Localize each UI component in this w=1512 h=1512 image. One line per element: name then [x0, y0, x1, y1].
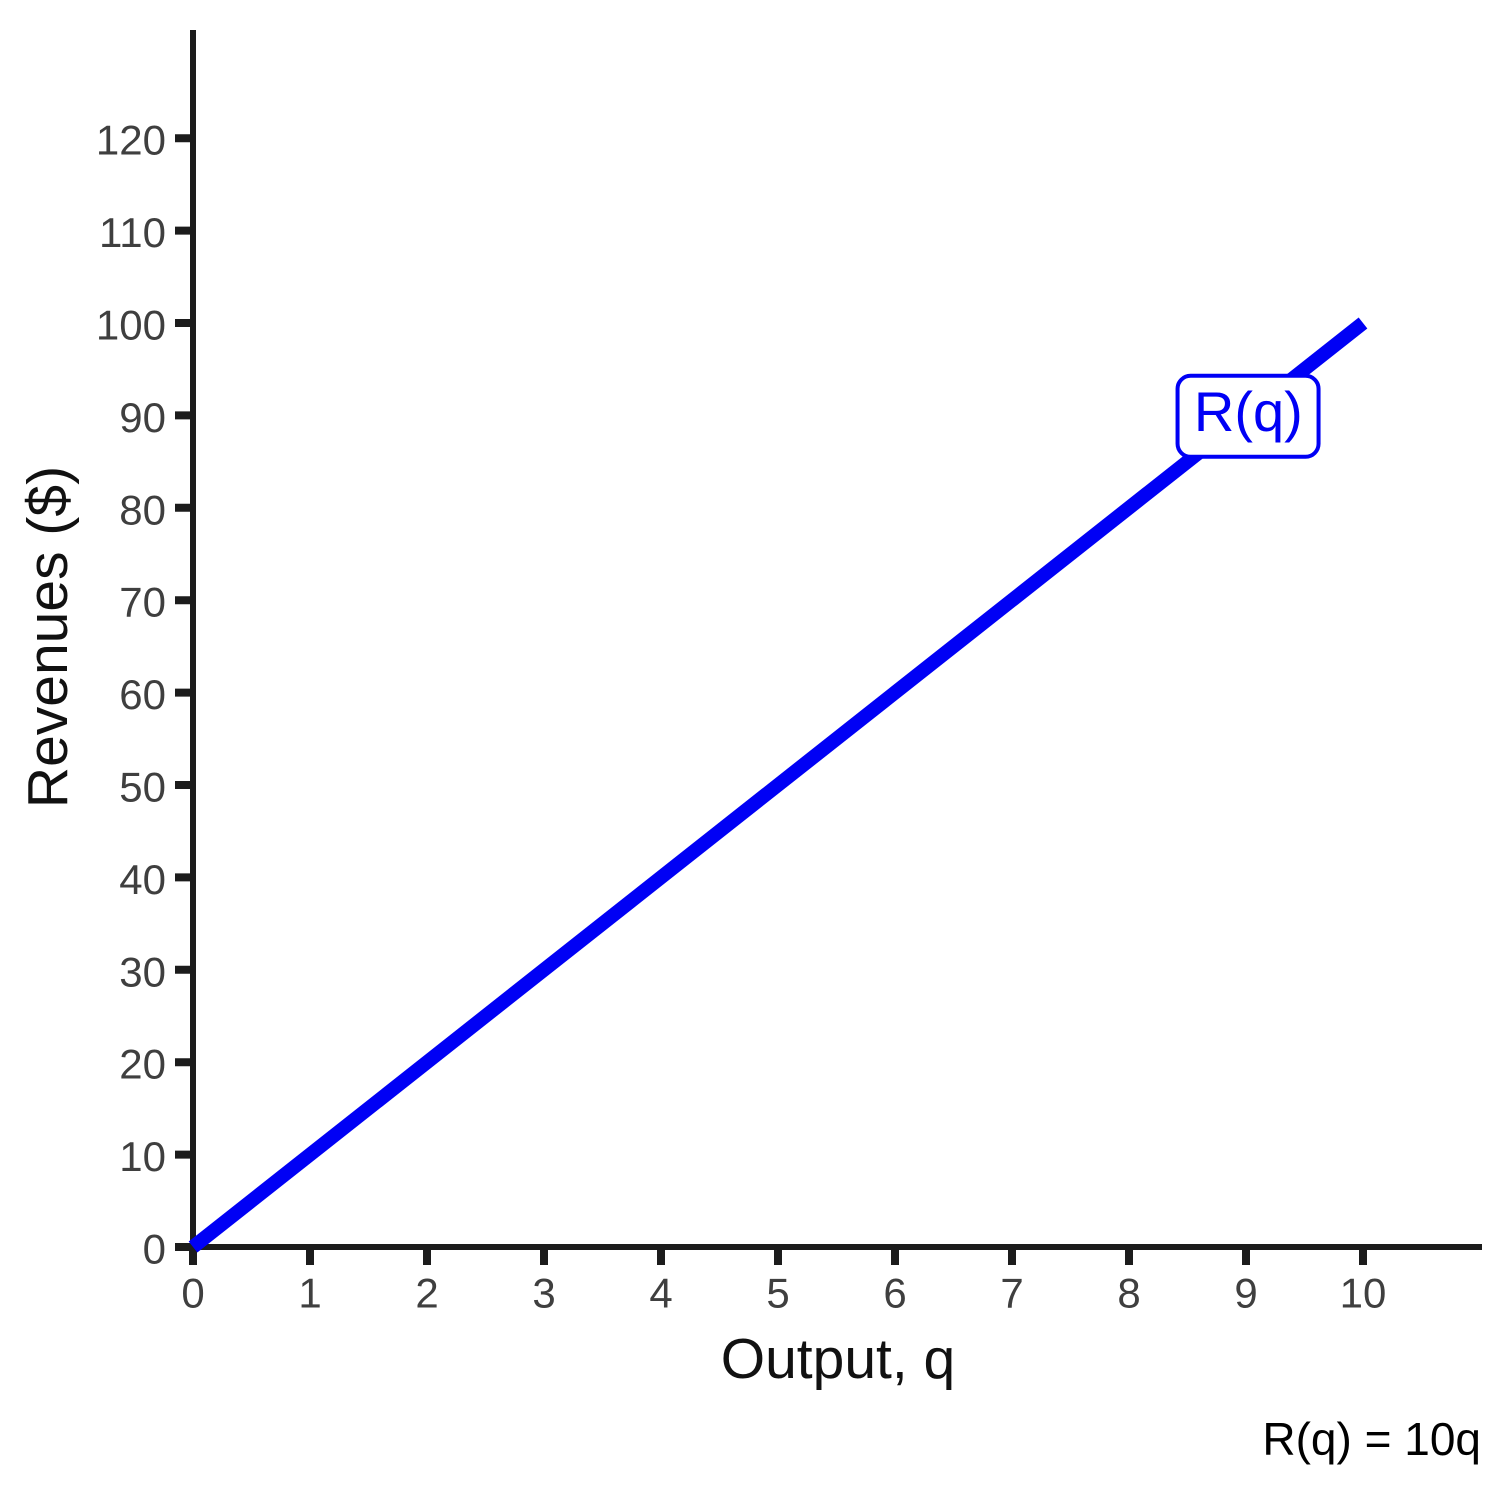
- y-tick-label: 80: [119, 486, 166, 533]
- y-tick-label: 50: [119, 764, 166, 811]
- y-tick-label: 10: [119, 1133, 166, 1180]
- x-tick-label: 8: [1117, 1270, 1140, 1317]
- equation-annotation: R(q) = 10q: [1262, 1413, 1481, 1465]
- x-tick-label: 6: [883, 1270, 906, 1317]
- x-tick-label: 4: [649, 1270, 672, 1317]
- x-tick-label: 1: [298, 1270, 321, 1317]
- x-tick-label: 3: [532, 1270, 555, 1317]
- x-tick-label: 5: [766, 1270, 789, 1317]
- y-axis-title: Revenues ($): [16, 465, 80, 809]
- x-tick-label: 9: [1234, 1270, 1257, 1317]
- y-tick-label: 120: [96, 117, 166, 164]
- x-tick-label: 10: [1340, 1270, 1387, 1317]
- x-tick-label: 0: [181, 1270, 204, 1317]
- x-axis-title: Output, q: [720, 1327, 956, 1391]
- y-tick-label: 60: [119, 671, 166, 718]
- y-tick-label: 30: [119, 948, 166, 995]
- y-tick-label: 40: [119, 856, 166, 903]
- y-tick-label: 100: [96, 302, 166, 349]
- x-tick-label: 2: [415, 1270, 438, 1317]
- revenue-line: [188, 317, 1368, 1253]
- curve-label-box: R(q): [1175, 374, 1321, 459]
- y-tick-label: 110: [99, 209, 166, 256]
- y-tick-label: 0: [143, 1226, 166, 1273]
- y-tick-label: 20: [119, 1041, 166, 1088]
- y-tick-label: 70: [119, 579, 166, 626]
- y-tick-label: 90: [119, 394, 166, 441]
- x-tick-label: 7: [1000, 1270, 1023, 1317]
